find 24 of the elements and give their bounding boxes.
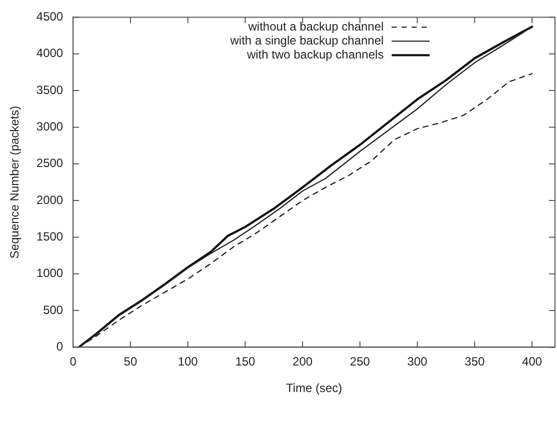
y-axis-title: Sequence Number (packets) bbox=[8, 106, 22, 259]
legend-label: with two backup channels bbox=[246, 48, 384, 62]
y-tick-label: 2500 bbox=[36, 156, 64, 170]
y-tick-label: 1500 bbox=[36, 230, 64, 244]
y-tick-label: 3500 bbox=[36, 82, 64, 97]
y-tick-label: 4000 bbox=[36, 46, 64, 60]
y-tick-label: 4500 bbox=[36, 10, 64, 24]
x-tick-label: 0 bbox=[70, 354, 77, 369]
y-tick-label: 1000 bbox=[36, 266, 64, 280]
x-tick-label: 250 bbox=[350, 354, 370, 369]
x-tick-label: 200 bbox=[292, 354, 313, 369]
x-tick-label: 350 bbox=[464, 354, 486, 369]
y-tick-label: 2000 bbox=[36, 192, 64, 207]
x-axis-title: Time (sec) bbox=[286, 381, 342, 396]
x-tick-label: 400 bbox=[522, 354, 542, 369]
y-tick-label: 500 bbox=[43, 302, 64, 317]
x-tick-label: 150 bbox=[235, 354, 256, 369]
y-tick-label: 3000 bbox=[36, 120, 64, 134]
x-tick-label: 300 bbox=[407, 354, 428, 369]
x-tick-label: 100 bbox=[178, 354, 198, 369]
legend-label: without a backup channel bbox=[247, 20, 384, 34]
x-tick-label: 50 bbox=[124, 354, 138, 369]
legend-label: with a single backup channel bbox=[229, 34, 384, 48]
y-tick-label: 0 bbox=[56, 340, 64, 354]
